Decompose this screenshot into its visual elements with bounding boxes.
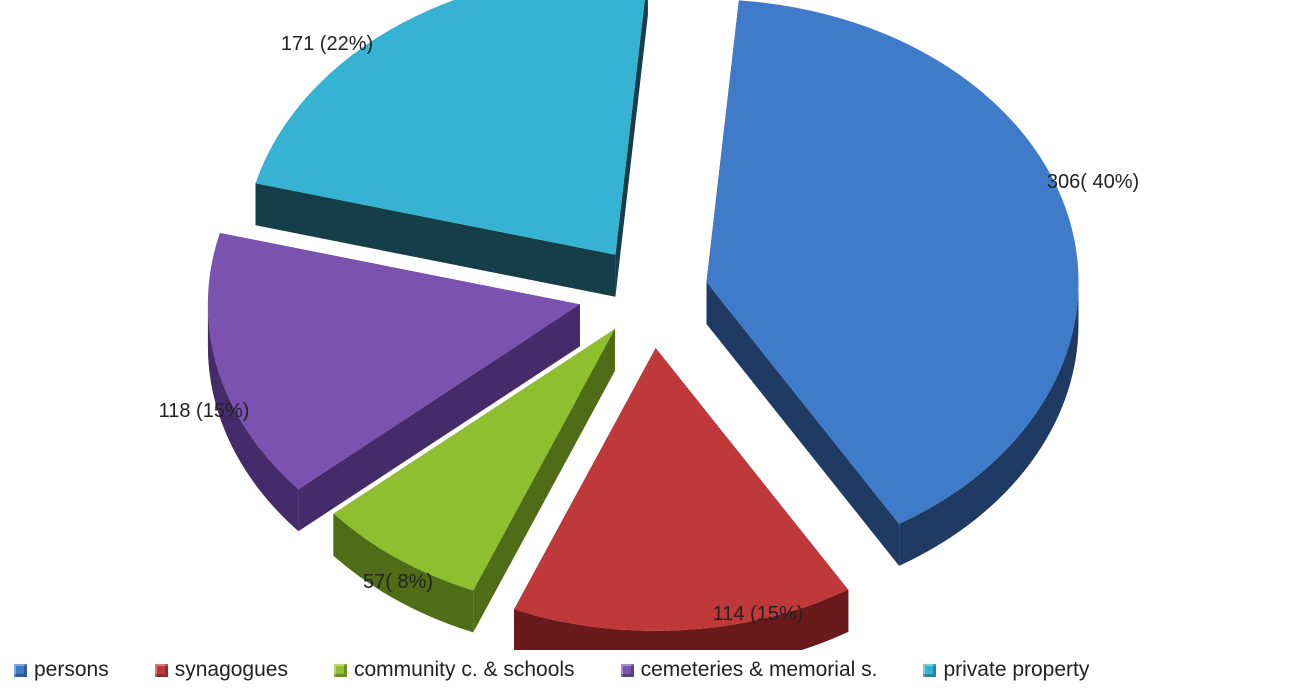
data-label-cemeteries: 118 (15%) xyxy=(159,400,250,422)
legend-swatch-cemeteries xyxy=(620,663,634,677)
legend-item-community: community c. & schools xyxy=(333,658,575,682)
legend-label-cemeteries: cemeteries & memorial s. xyxy=(640,658,878,681)
slice-top-community xyxy=(333,329,615,591)
legend-swatch-private-property xyxy=(923,663,937,677)
slice-wall-private-property-0 xyxy=(255,183,616,297)
legend-item-cemeteries: cemeteries & memorial s. xyxy=(620,658,878,682)
slice-wall-persons-1 xyxy=(706,282,900,566)
legend-item-synagogues: synagogues xyxy=(154,658,288,682)
legend-item-private-property: private property xyxy=(923,658,1089,682)
pie-slice-synagogues xyxy=(514,348,849,650)
slice-rim-community-0 xyxy=(333,513,474,633)
legend-label-synagogues: synagogues xyxy=(174,658,288,681)
pie-chart: 306( 40%) 114 (15%) 57( 8%) 118 (15%) 171 (2… xyxy=(159,0,1139,650)
data-label-persons: 306( 40%) xyxy=(1047,171,1139,193)
legend-swatch-persons xyxy=(14,663,27,677)
slice-wall-private-property-1 xyxy=(615,0,648,297)
slice-wall-cemeteries-0 xyxy=(298,304,580,532)
data-label-synagogues: 114 (15%) xyxy=(713,603,804,625)
legend-label-persons: persons xyxy=(34,658,109,681)
legend-item-persons: persons xyxy=(14,658,109,682)
pie-slice-cemeteries xyxy=(207,233,580,532)
legend: persons synagogues community c. & school… xyxy=(14,652,1290,688)
pie-slice-private-property xyxy=(255,0,648,297)
slice-top-synagogues xyxy=(514,348,849,631)
pie-slice-persons xyxy=(706,0,1079,566)
legend-swatch-community xyxy=(333,663,347,677)
slice-rim-cemeteries-0 xyxy=(207,304,299,532)
legend-label-private-property: private property xyxy=(943,658,1090,681)
legend-swatch-synagogues xyxy=(154,663,168,677)
data-label-community: 57( 8%) xyxy=(363,571,433,593)
slice-top-private-property xyxy=(255,0,645,255)
slice-rim-synagogues-0 xyxy=(514,589,849,650)
slice-rim-persons-0 xyxy=(899,282,1079,566)
slice-top-cemeteries xyxy=(207,233,580,490)
data-label-private-property: 171 (22%) xyxy=(281,33,373,55)
legend-label-community: community c. & schools xyxy=(353,658,575,681)
slice-top-persons xyxy=(706,0,1079,524)
pie-slice-community xyxy=(333,329,615,633)
slice-wall-community-0 xyxy=(473,329,615,633)
